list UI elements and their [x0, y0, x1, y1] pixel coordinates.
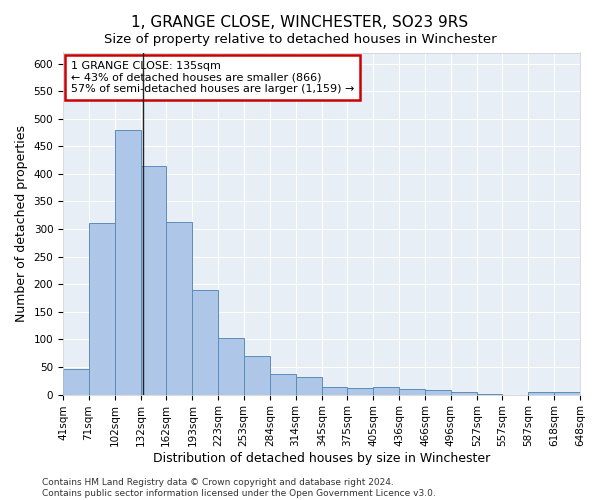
- Bar: [193, 290, 218, 395]
- Bar: [451, 392, 477, 394]
- Bar: [425, 390, 451, 394]
- Bar: [63, 369, 89, 394]
- Bar: [373, 387, 400, 394]
- Bar: [400, 389, 425, 394]
- Bar: [244, 356, 270, 395]
- Y-axis label: Number of detached properties: Number of detached properties: [15, 125, 28, 322]
- Bar: [270, 374, 296, 394]
- Text: 1 GRANGE CLOSE: 135sqm
← 43% of detached houses are smaller (866)
57% of semi-de: 1 GRANGE CLOSE: 135sqm ← 43% of detached…: [71, 61, 354, 94]
- Bar: [140, 166, 166, 394]
- Text: 1, GRANGE CLOSE, WINCHESTER, SO23 9RS: 1, GRANGE CLOSE, WINCHESTER, SO23 9RS: [131, 15, 469, 30]
- Text: Contains HM Land Registry data © Crown copyright and database right 2024.
Contai: Contains HM Land Registry data © Crown c…: [42, 478, 436, 498]
- Bar: [218, 338, 244, 394]
- Bar: [296, 378, 322, 394]
- Bar: [166, 222, 193, 394]
- Bar: [554, 392, 580, 394]
- Bar: [528, 392, 554, 394]
- Bar: [322, 387, 347, 394]
- X-axis label: Distribution of detached houses by size in Winchester: Distribution of detached houses by size …: [153, 452, 490, 465]
- Text: Size of property relative to detached houses in Winchester: Size of property relative to detached ho…: [104, 32, 496, 46]
- Bar: [115, 130, 140, 394]
- Bar: [89, 223, 115, 394]
- Bar: [347, 388, 373, 394]
